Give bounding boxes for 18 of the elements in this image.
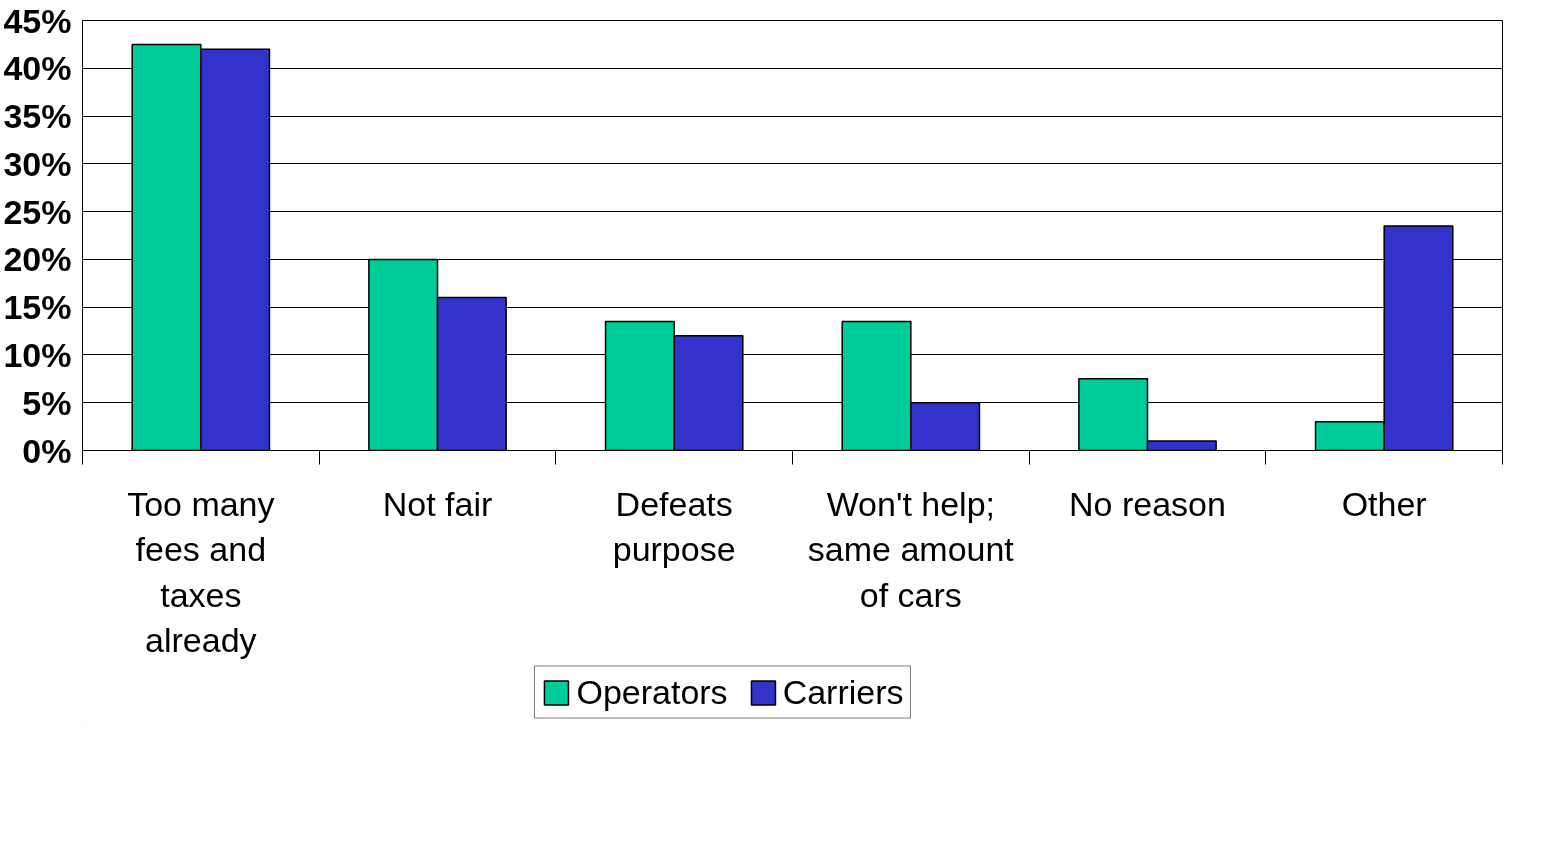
y-tick-label: 15% [3, 288, 72, 327]
y-tick-label: 20% [3, 240, 72, 279]
x-tick-label: No reason [1069, 484, 1226, 523]
y-tick-label: 5% [22, 383, 72, 422]
legend-label: Operators [576, 672, 728, 712]
y-tick-label: 30% [3, 144, 72, 183]
x-tick-label: Not fair [382, 484, 493, 523]
y-tick-label: 25% [3, 192, 72, 231]
x-tick-label: Won't help; same amount of cars [807, 484, 1015, 614]
x-tick-label: Too many fees and taxes already [127, 484, 275, 660]
x-tick-label: Defeats purpose [612, 484, 736, 569]
y-tick-label: 45% [3, 1, 72, 40]
y-tick-label: 0% [22, 431, 72, 470]
y-tick-label: 10% [3, 335, 72, 374]
y-tick-label: 35% [3, 97, 72, 136]
y-tick-label: 40% [3, 49, 72, 88]
x-tick-label: Other [1341, 484, 1427, 523]
legend-label: Carriers [782, 672, 904, 712]
